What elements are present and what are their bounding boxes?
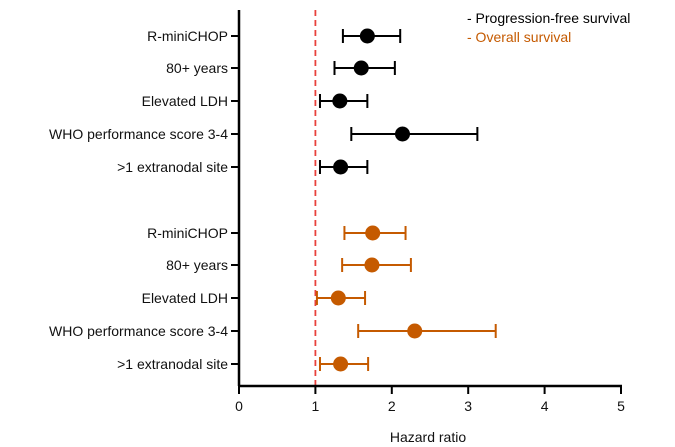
legend-item-os: - Overall survival xyxy=(467,29,571,45)
category-label: R-miniCHOP xyxy=(147,28,228,44)
hazard-ratio-point xyxy=(333,356,349,372)
x-tick-label: 0 xyxy=(235,398,243,414)
x-tick-label: 3 xyxy=(464,398,472,414)
category-label: WHO performance score 3-4 xyxy=(49,126,228,142)
x-tick-label: 2 xyxy=(388,398,396,414)
category-label: WHO performance score 3-4 xyxy=(49,323,228,339)
hazard-ratio-point xyxy=(353,60,369,76)
hazard-ratio-point xyxy=(364,257,380,273)
legend: - Progression-free survival - Overall su… xyxy=(467,10,630,45)
x-tick-label: 5 xyxy=(617,398,625,414)
x-tick-label: 4 xyxy=(541,398,549,414)
hazard-ratio-point xyxy=(394,126,410,142)
hazard-ratio-point xyxy=(333,159,349,175)
category-label: R-miniCHOP xyxy=(147,225,228,241)
legend-item-pfs: - Progression-free survival xyxy=(467,10,630,26)
category-label: 80+ years xyxy=(166,60,228,76)
category-label: Elevated LDH xyxy=(142,290,228,306)
x-tick-label: 1 xyxy=(312,398,320,414)
category-label: 80+ years xyxy=(166,257,228,273)
hazard-ratio-point xyxy=(407,323,423,339)
hazard-ratio-point xyxy=(359,28,375,44)
hazard-ratio-point xyxy=(332,93,348,109)
x-axis-title: Hazard ratio xyxy=(390,429,466,445)
category-labels: R-miniCHOP 80+ years Elevated LDH WHO perfo… xyxy=(49,28,228,372)
axes: 0 1 2 3 4 5 xyxy=(231,10,625,414)
hazard-ratio-point xyxy=(365,225,381,241)
hazard-ratio-point xyxy=(330,290,346,306)
data-marks xyxy=(315,28,497,372)
category-label: >1 extranodal site xyxy=(117,356,228,372)
category-label: >1 extranodal site xyxy=(117,159,228,175)
category-label: Elevated LDH xyxy=(142,93,228,109)
